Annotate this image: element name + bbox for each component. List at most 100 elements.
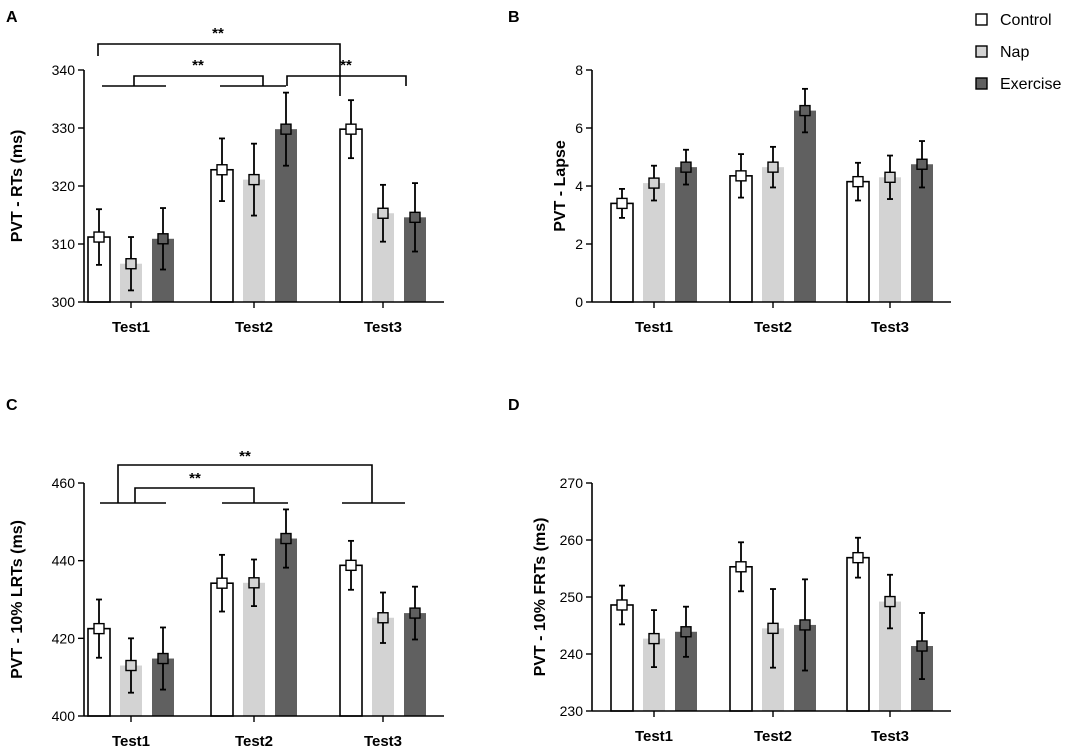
bracket-test1-test3 (97, 43, 341, 96)
panel-letter: A (6, 9, 18, 26)
mean-marker (616, 599, 628, 611)
bar-exercise-test3 (404, 217, 426, 302)
mean-marker (616, 197, 628, 210)
mean-marker (916, 640, 928, 652)
bar-nap-test3 (372, 213, 394, 302)
mean-marker (799, 619, 811, 631)
mean-marker (377, 207, 389, 219)
sig-label-test1-test3: ** (212, 25, 224, 42)
y-tick-label: 330 (52, 120, 76, 136)
y-tick-label: 310 (52, 236, 76, 252)
mean-marker (280, 123, 292, 135)
y-tick-label: 230 (560, 703, 584, 719)
mean-marker (157, 233, 169, 245)
bar-nap-test2 (243, 179, 265, 302)
x-tick-label: Test3 (871, 319, 909, 336)
legend-label-control: Control (1000, 12, 1052, 29)
bar-nap-test2 (762, 167, 784, 302)
mean-marker (916, 158, 928, 170)
mean-marker (767, 622, 779, 635)
y-axis-title: PVT - 10% FRTs (ms) (532, 518, 549, 677)
y-tick-label: 460 (52, 475, 76, 491)
x-tick-label: Test3 (871, 728, 909, 745)
panel-letter: C (6, 397, 18, 414)
mean-marker (648, 177, 660, 189)
y-tick-label: 250 (560, 589, 584, 605)
y-tick-label: 340 (52, 62, 76, 78)
y-tick-label: 400 (52, 708, 76, 724)
bar-nap-test1 (643, 183, 665, 302)
x-tick-label: Test2 (754, 728, 792, 745)
bar-exercise-test2 (275, 129, 297, 302)
bar-exercise-test3 (911, 164, 933, 302)
panel-letter: D (508, 397, 520, 414)
y-tick-label: 320 (52, 178, 76, 194)
bar-exercise-test1 (675, 631, 697, 711)
y-tick-label: 240 (560, 646, 584, 662)
mean-marker (125, 258, 137, 270)
mean-marker (216, 164, 228, 176)
mean-marker (735, 170, 747, 182)
y-tick-label: 8 (575, 62, 583, 78)
mean-marker (767, 161, 779, 173)
bar-nap-test1 (643, 638, 665, 711)
panel-c: C PVT - 10% LRTs (ms) 400 420 440 460 Test1 Tes… (6, 397, 444, 749)
y-axis-title: PVT - RTs (ms) (9, 130, 26, 243)
x-tick-label: Test1 (112, 733, 150, 749)
y-tick-label: 300 (52, 294, 76, 310)
mean-marker (248, 173, 260, 186)
mean-marker (280, 532, 292, 545)
bar-exercise-test2 (275, 538, 297, 716)
bar-nap-test3 (879, 601, 901, 711)
mean-marker (852, 175, 864, 188)
x-tick-label: Test2 (235, 733, 273, 749)
legend: Control Nap Exercise (975, 12, 1061, 93)
mean-marker (409, 211, 421, 224)
mean-marker (799, 104, 811, 117)
bracket-test1-test2 (134, 487, 255, 503)
bar-exercise-test3 (404, 613, 426, 716)
y-tick-label: 270 (560, 475, 584, 491)
y-tick-label: 4 (575, 178, 583, 194)
sig-label-test2-test3: ** (340, 57, 352, 74)
bar-control-test3 (846, 556, 870, 712)
bar-exercise-test2 (794, 110, 816, 302)
y-tick-label: 6 (575, 120, 583, 136)
bracket-test1-test3 (117, 464, 373, 503)
panel-b: B PVT - Lapse 0 2 4 6 8 Test1 Test2 Test3 (508, 9, 951, 336)
mean-marker (680, 626, 692, 638)
mean-marker (648, 632, 660, 645)
mean-marker (852, 551, 864, 564)
x-tick-label: Test3 (364, 733, 402, 749)
panel-d: D PVT - 10% FRTs (ms) 230 240 250 260 270 Test1… (508, 397, 951, 745)
x-tick-label: Test1 (635, 728, 673, 745)
mean-marker (248, 577, 260, 589)
mean-marker (157, 652, 169, 665)
bracket-test1-test2 (133, 75, 264, 86)
y-tick-label: 260 (560, 532, 584, 548)
mean-marker (93, 622, 105, 635)
sig-label-test1-test2: ** (192, 57, 204, 74)
y-tick-label: 420 (52, 630, 76, 646)
y-axis-title: PVT - Lapse (552, 140, 569, 232)
panel-a: A PVT - RTs (ms) 300 310 320 330 340 Test1 Test2… (6, 9, 444, 336)
legend-label-nap: Nap (1000, 44, 1029, 61)
legend-label-exercise: Exercise (1000, 76, 1061, 93)
mean-marker (345, 559, 357, 572)
x-tick-label: Test1 (112, 319, 150, 336)
x-tick-label: Test1 (635, 319, 673, 336)
mean-marker (409, 607, 421, 619)
mean-marker (377, 612, 389, 624)
bar-exercise-test1 (675, 167, 697, 302)
sig-label-test1-test3: ** (239, 448, 251, 465)
mean-marker (125, 659, 137, 672)
bar-nap-test2 (243, 582, 265, 716)
mean-marker (884, 595, 896, 608)
y-axis-title: PVT - 10% LRTs (ms) (9, 520, 26, 679)
sig-label-test1-test2: ** (189, 470, 201, 487)
mean-marker (93, 231, 105, 243)
legend-swatch-nap (975, 45, 988, 58)
bar-nap-test3 (879, 177, 901, 302)
bar-nap-test3 (372, 617, 394, 716)
